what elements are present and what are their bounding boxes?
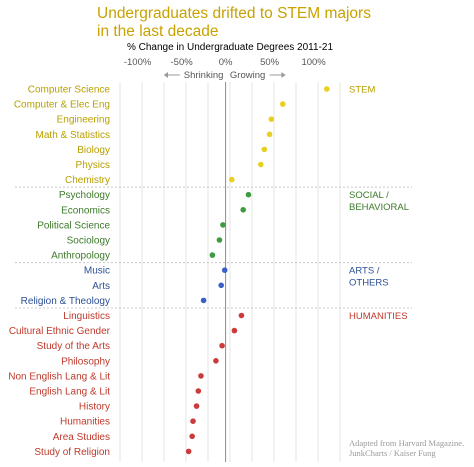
group-label: HUMANITIES (349, 311, 408, 322)
shrinking-arrow-head (164, 72, 168, 78)
data-point (200, 297, 207, 304)
category-label: Anthropology (51, 251, 110, 262)
category-label: Biology (77, 145, 110, 156)
x-tick-label: 0% (219, 57, 233, 68)
category-label: Humanities (60, 417, 110, 428)
category-label: Religion & Theology (21, 296, 110, 307)
group-label: OTHERS (349, 278, 389, 289)
chart-title-line-1: Undergraduates drifted to STEM majors (97, 5, 371, 22)
category-label: English Lang & Lit (29, 387, 110, 398)
category-label: Cultural Ethnic Gender (9, 326, 111, 337)
category-label: Chemistry (65, 175, 110, 186)
growing-arrow-head (281, 72, 286, 78)
x-axis-title: % Change in Undergraduate Degrees 2011-2… (126, 42, 334, 53)
group-label: BEHAVIORAL (349, 202, 409, 213)
group-label: ARTS / (349, 266, 380, 277)
category-label: Computer & Elec Eng (14, 100, 110, 111)
group-label: SOCIAL / (349, 190, 389, 201)
data-point (198, 373, 204, 379)
x-tick-label: -100% (124, 57, 152, 68)
chart-title-line-2: in the last decade (97, 23, 219, 40)
data-point (190, 418, 196, 425)
category-label: Study of Religion (34, 447, 110, 458)
data-point (268, 116, 275, 122)
credit-note: Adapted from Harvard Magazine. JunkChart… (349, 438, 464, 458)
data-point (245, 191, 252, 198)
data-point (216, 237, 223, 243)
category-label: Music (84, 266, 110, 277)
data-point (213, 358, 219, 364)
data-point (231, 327, 238, 334)
data-point (240, 207, 246, 213)
category-label: Linguistics (63, 311, 110, 322)
data-point (221, 267, 228, 274)
category-label: Engineering (57, 115, 110, 126)
data-point (324, 86, 330, 92)
category-label: Arts (92, 281, 110, 292)
data-point (261, 146, 268, 153)
data-point (228, 176, 235, 183)
x-tick-label: -50% (171, 57, 194, 68)
category-label: Study of the Arts (37, 341, 110, 352)
data-point (258, 161, 264, 168)
group-label: STEM (349, 85, 375, 96)
x-tick-label: 100% (301, 57, 326, 68)
category-label: History (79, 402, 110, 413)
shrinking-label: Shrinking (184, 70, 224, 81)
data-point (189, 433, 195, 440)
category-label: Computer Science (28, 85, 111, 96)
data-point (238, 312, 245, 319)
category-label: Political Science (37, 220, 110, 231)
data-point (218, 282, 224, 289)
data-point (219, 342, 225, 349)
data-point (195, 388, 202, 394)
category-label: Math & Statistics (36, 130, 110, 141)
credit-line-2: JunkCharts / Kaiser Fung (349, 448, 436, 458)
category-label: Area Studies (53, 432, 110, 443)
data-point (280, 101, 286, 107)
x-tick-label: 50% (260, 57, 280, 68)
category-label: Psychology (59, 190, 110, 201)
category-label: Non English Lang & Lit (8, 371, 110, 382)
data-point (185, 448, 192, 455)
chart-title: Undergraduates drifted to STEM majors in… (97, 5, 427, 41)
category-label: Philosophy (61, 356, 110, 367)
category-label: Physics (76, 160, 110, 171)
credit-line-1: Adapted from Harvard Magazine. (349, 438, 465, 448)
category-label: Sociology (67, 236, 110, 247)
data-point (220, 222, 226, 228)
data-point (266, 131, 273, 138)
data-point (209, 252, 216, 258)
data-point (193, 403, 200, 409)
growing-label: Growing (230, 70, 265, 81)
category-label: Economics (61, 205, 110, 216)
